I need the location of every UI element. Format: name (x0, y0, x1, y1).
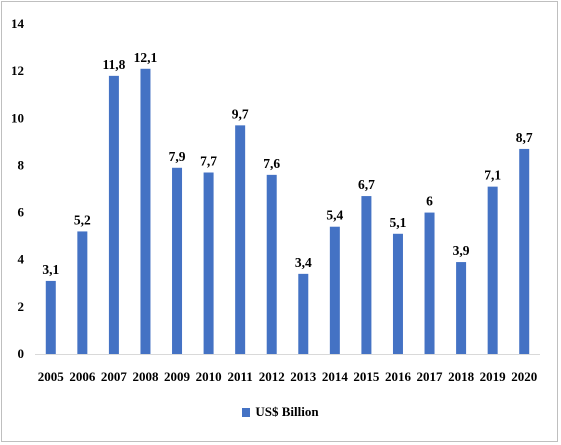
data-label: 5,2 (74, 212, 91, 227)
bar (519, 148, 530, 354)
bar (172, 167, 183, 354)
bar (487, 186, 498, 354)
x-tick-label: 2007 (101, 369, 128, 384)
data-label: 11,8 (102, 57, 125, 72)
bar (235, 125, 246, 354)
legend-swatch (242, 407, 251, 417)
x-tick-label: 2011 (228, 369, 253, 384)
x-tick-label: 2020 (511, 369, 537, 384)
x-tick-label: 2005 (38, 369, 65, 384)
y-tick-label: 2 (18, 299, 25, 314)
x-tick-label: 2015 (353, 369, 380, 384)
data-label: 7,6 (263, 156, 280, 171)
bar (329, 226, 340, 354)
bar (266, 174, 277, 354)
x-tick-label: 2017 (417, 369, 444, 384)
x-tick-label: 2010 (196, 369, 222, 384)
bar (140, 68, 151, 355)
x-tick-label: 2012 (259, 369, 285, 384)
bar (424, 212, 435, 354)
data-label: 3,4 (295, 255, 312, 270)
data-label: 7,1 (484, 168, 501, 183)
data-label: 6 (426, 194, 433, 209)
x-tick-label: 2013 (290, 369, 317, 384)
legend-label: US$ Billion (255, 404, 319, 419)
x-tick-label: 2018 (448, 369, 475, 384)
y-tick-label: 10 (11, 110, 24, 125)
bar (108, 75, 119, 354)
data-label: 5,4 (326, 208, 343, 223)
data-label: 3,9 (453, 243, 470, 258)
y-tick-label: 4 (18, 252, 25, 267)
bar (203, 172, 214, 354)
y-tick-label: 0 (18, 346, 25, 361)
bar (392, 233, 403, 354)
data-label: 7,9 (169, 149, 186, 164)
y-tick-label: 14 (11, 16, 25, 31)
data-label: 6,7 (358, 177, 375, 192)
x-tick-label: 2006 (69, 369, 96, 384)
x-tick-label: 2009 (164, 369, 191, 384)
data-label: 3,1 (42, 262, 59, 277)
y-tick-label: 8 (18, 157, 25, 172)
bar (298, 273, 309, 354)
x-tick-label: 2008 (132, 369, 159, 384)
x-tick-label: 2019 (480, 369, 507, 384)
legend: US$ Billion (0, 402, 561, 422)
data-label: 7,7 (200, 154, 217, 169)
x-tick-label: 2016 (385, 369, 412, 384)
bar (456, 262, 467, 354)
bar (77, 231, 88, 354)
data-label: 5,1 (390, 215, 407, 230)
bar (361, 196, 372, 354)
data-label: 12,1 (134, 50, 158, 65)
data-label: 9,7 (232, 106, 249, 121)
bar (45, 280, 56, 354)
data-label: 8,7 (516, 130, 533, 145)
y-tick-label: 6 (18, 205, 25, 220)
x-tick-label: 2014 (322, 369, 349, 384)
y-tick-label: 12 (11, 63, 24, 78)
